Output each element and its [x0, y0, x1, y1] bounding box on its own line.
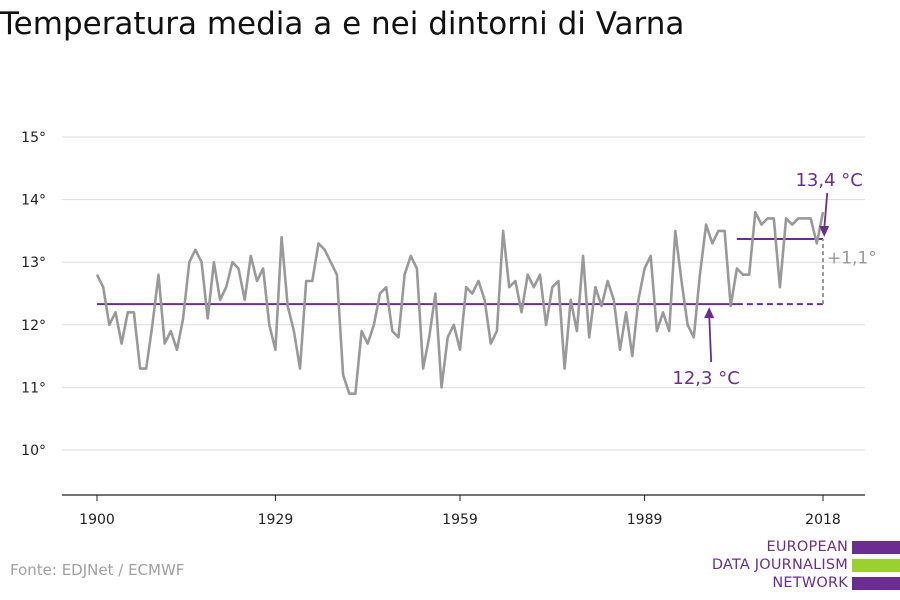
gridlines	[62, 136, 865, 451]
source-note: Fonte: EDJNet / ECMWF	[10, 561, 185, 579]
chart-title: Temperatura media a e nei dintorni di Va…	[0, 6, 685, 42]
recent-value-label: 13,4 °C	[795, 170, 862, 191]
baseline-arrow-head	[704, 307, 715, 319]
edjnet-logo[interactable]: EUROPEAN DATA JOURNALISM NETWORK	[700, 537, 900, 597]
logo-line-1: EUROPEAN	[766, 539, 848, 555]
recent-arrow-shaft	[823, 192, 829, 230]
difference-label: +1,1°	[827, 249, 877, 269]
axes: 10° 11° 12° 13° 14° 15° 1900 1929 1959 1989 2018	[21, 130, 865, 528]
logo-bar-3	[852, 577, 900, 590]
x-tick-label: 2018	[805, 512, 841, 528]
annotations: +1,1° 12,3 °C 13,4 °C	[672, 170, 876, 389]
logo-bar-2	[852, 559, 900, 572]
y-tick-label: 13°	[21, 255, 46, 271]
y-tick-label: 11°	[21, 380, 46, 396]
y-tick-label: 12°	[21, 318, 46, 334]
baseline-arrow-shaft	[708, 314, 713, 363]
reference-lines	[97, 238, 823, 306]
x-tick-label: 1929	[258, 512, 294, 528]
y-tick-label: 15°	[21, 130, 46, 146]
logo-bar-1	[852, 541, 900, 554]
x-tick-label: 1900	[79, 512, 115, 528]
baseline-value-label: 12,3 °C	[672, 368, 739, 389]
y-tick-label: 14°	[21, 193, 46, 209]
logo-line-2: DATA JOURNALISM	[711, 557, 848, 573]
logo-line-3: NETWORK	[772, 575, 848, 591]
temperature-series-line	[95, 210, 825, 396]
recent-arrow-head	[819, 226, 830, 238]
x-tick-label: 1959	[442, 512, 478, 528]
series	[95, 210, 825, 396]
x-tick-label: 1989	[627, 512, 663, 528]
y-tick-label: 10°	[21, 443, 46, 459]
